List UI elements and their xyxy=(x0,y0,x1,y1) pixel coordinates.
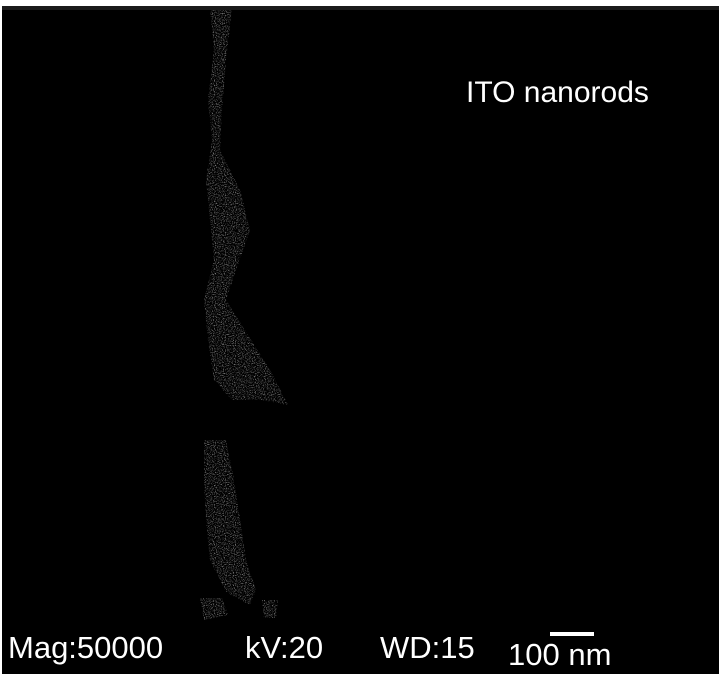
sample-label: ITO nanorods xyxy=(466,76,649,109)
voltage-readout: kV:20 xyxy=(245,630,324,665)
nanorod-specimen xyxy=(200,10,288,620)
magnification-readout: Mag:50000 xyxy=(8,630,164,665)
scale-bar xyxy=(550,632,594,636)
micrograph-background xyxy=(2,6,719,674)
scale-bar-label: 100 nm xyxy=(508,637,612,672)
working-distance-readout: WD:15 xyxy=(380,630,475,665)
sem-info-bar: Mag:50000 kV:20 WD:15 100 nm xyxy=(0,622,723,676)
